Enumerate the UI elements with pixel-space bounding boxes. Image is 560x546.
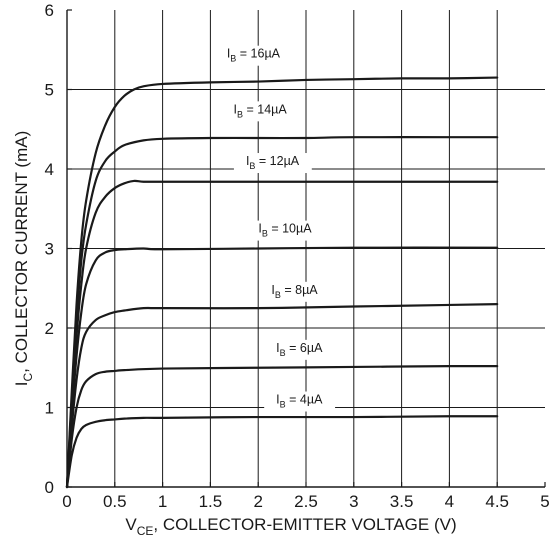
curve-label-main: I (258, 222, 261, 236)
curve-label-rest: = 12µA (255, 154, 299, 168)
curve-ib-1 (65, 136, 499, 489)
curve-label-bg (264, 391, 336, 412)
x-axis-label-main: V (125, 515, 137, 534)
curve-label-main: I (276, 393, 279, 407)
curve-label-group-5: IB = 6µA (264, 339, 336, 360)
curve-label-group-4: IB = 8µA (259, 281, 331, 302)
curve-label-sub: B (275, 290, 281, 300)
y-tick-label: 0 (45, 478, 54, 497)
x-tick-label: 1 (158, 492, 167, 511)
curve-label-rest: = 14µA (243, 102, 287, 116)
curve-label: IB = 8µA (271, 283, 318, 300)
axes (66, 9, 546, 488)
curve-label-bg (214, 45, 293, 66)
curve-label-group-6: IB = 4µA (264, 391, 336, 412)
curve-label-bg (221, 101, 300, 122)
curve-label: IB = 12µA (246, 154, 300, 171)
y-tick-label: 4 (45, 160, 54, 179)
curve-ib-5 (65, 365, 499, 489)
x-tick-label: 1.5 (199, 492, 223, 511)
curve-label-rest: = 8µA (281, 283, 318, 297)
curve-label: IB = 10µA (258, 222, 312, 239)
y-axis-label-rest: , COLLECTOR CURRENT (mA) (12, 131, 31, 373)
curve-label-main: I (276, 341, 279, 355)
curve-label-main: I (246, 154, 249, 168)
y-tick-label: 1 (45, 399, 54, 418)
curve-label-sub: B (262, 229, 268, 239)
curve-label-bg (246, 220, 325, 241)
curve-label-bg (259, 281, 331, 302)
curve-label-bg (233, 153, 312, 174)
curve-ib-0 (65, 76, 499, 489)
x-tick-label: 3 (349, 492, 358, 511)
curve-ib-2 (65, 179, 499, 489)
y-axis-label-main: I (12, 382, 31, 387)
y-tick-label: 3 (45, 240, 54, 259)
curve-label-sub: B (237, 109, 243, 119)
curve-label-rest: = 16µA (236, 47, 280, 61)
curve-label: IB = 4µA (276, 393, 323, 410)
curve-label: IB = 16µA (227, 47, 281, 64)
curves (65, 76, 499, 489)
x-tick-label: 0 (62, 492, 71, 511)
y-tick-label: 2 (45, 319, 54, 338)
x-axis-label-rest: , COLLECTOR-EMITTER VOLTAGE (V) (153, 515, 456, 534)
curve-label-group-3: IB = 10µA (246, 220, 325, 241)
curve-label-sub: B (230, 54, 236, 64)
curve-label-main: I (234, 102, 237, 116)
curve-label-main: I (227, 47, 230, 61)
x-tick-label: 4 (445, 492, 454, 511)
x-tick-label: 4.5 (485, 492, 509, 511)
curve-ib-4 (65, 303, 499, 489)
curve-label-sub: B (280, 400, 286, 410)
x-tick-label: 2.5 (294, 492, 318, 511)
x-tick-label: 3.5 (390, 492, 414, 511)
curve-label-group-0: IB = 16µA (214, 45, 293, 66)
x-tick-label: 0.5 (103, 492, 127, 511)
curve-label-sub: B (249, 161, 255, 171)
curve-label-sub: B (280, 348, 286, 358)
y-tick-label: 5 (45, 81, 54, 100)
curve-label-rest: = 4µA (286, 393, 323, 407)
curve-label-rest: = 10µA (268, 222, 312, 236)
y-tick-label: 6 (45, 1, 54, 20)
y-axis-label: IC, COLLECTOR CURRENT (mA) (12, 131, 35, 387)
curve-label-rest: = 6µA (286, 341, 323, 355)
curve-label-bg (264, 339, 336, 360)
curve-ib-6 (65, 415, 499, 489)
curve-ib-3 (65, 246, 499, 489)
curve-label: IB = 6µA (276, 341, 323, 358)
x-axis-label: VCE, COLLECTOR-EMITTER VOLTAGE (V) (125, 515, 456, 538)
tick-labels: 0 0.5 1 1.5 2 2.5 3 3.5 4 4.5 5 0 1 2 3 4 5 6 (45, 1, 550, 511)
curve-label-group-2: IB = 12µA (233, 153, 312, 174)
curve-label: IB = 14µA (234, 102, 288, 119)
x-tick-label: 2 (253, 492, 262, 511)
x-axis-label-sub: CE (137, 524, 154, 538)
curve-label-group-1: IB = 14µA (221, 101, 300, 122)
x-tick-label: 5 (540, 492, 549, 511)
curve-label-main: I (271, 283, 274, 297)
y-axis-label-sub: C (21, 373, 35, 382)
